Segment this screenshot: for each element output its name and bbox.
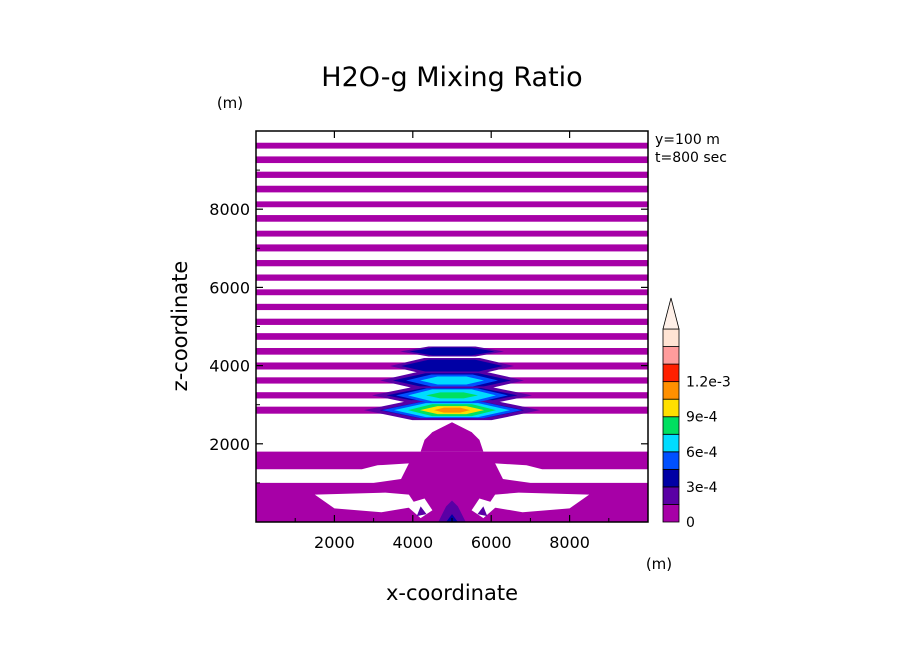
colorbar-tick-label: 9e-4 [686,410,718,426]
annotation-t: t=800 sec [655,150,727,166]
colorbar-tick-label: 0 [686,515,695,531]
colorbar-swatch-7 [662,381,680,400]
surface-spot-left [416,506,427,517]
y-axis-label: z-coordinate [168,261,192,392]
x-tick-label: 6000 [471,533,512,552]
moisture-band-1 [256,156,648,164]
colorbar-swatch-10 [662,328,680,347]
y-unit-label: (m) [217,94,243,112]
colorbar-swatch-8 [662,363,680,383]
dry-gap-left-upper [256,463,409,483]
y-axis: 2000 4000 6000 8000 [209,169,648,484]
colorbar-tick-label: 1.2e-3 [686,375,731,391]
moisture-band-6 [256,230,648,237]
core-band-3620-cyan [420,376,484,385]
core-band-mid-1 [401,359,503,373]
colorbar-swatch-5 [662,416,680,435]
annotation-y: y=100 m [655,132,720,148]
surface-spot-right [477,506,488,517]
colorbar-swatch-1 [662,486,680,505]
colorbar: 0 3e-4 6e-4 9e-4 1.2e-3 [662,297,731,531]
dry-gap-right-lower [487,492,590,513]
colorbar-swatch-9 [662,346,680,365]
y-tick-label: 2000 [209,435,250,454]
moisture-band-10 [256,289,648,296]
y-tick-label: 4000 [209,357,250,376]
moisture-band-4 [256,201,648,208]
moisture-band-13 [256,333,648,340]
moisture-band-0 [256,142,648,149]
core-band-2860-orange [434,407,470,413]
moisture-band-9 [256,274,648,281]
plot-area [256,142,648,522]
mixing-ratio-field [256,142,648,522]
moisture-band-11 [256,303,648,311]
moisture-band-12 [256,318,648,325]
colorbar-swatch-2 [662,468,680,488]
moisture-band-7 [256,244,648,252]
y-tick-label: 8000 [209,200,250,219]
moisture-band-3 [256,185,648,193]
y-tick-label: 6000 [209,278,250,297]
moisture-band-5 [256,215,648,222]
colorbar-swatch-3 [662,451,680,470]
surface-plume [438,500,466,522]
x-tick-label: 8000 [549,533,590,552]
dry-gap-right-upper [495,463,648,483]
dry-gap-left-lower [314,492,417,513]
core-band-3240-green [426,392,478,399]
moisture-band-2 [256,171,648,178]
colorbar-swatch-4 [662,433,680,453]
colorbar-tick-label: 3e-4 [686,480,718,496]
x-axis: 2000 4000 6000 8000 [294,131,610,552]
x-tick-label: 2000 [314,533,355,552]
x-axis-label: x-coordinate [386,581,518,605]
x-unit-label: (m) [646,555,672,573]
thermal-column [420,422,484,452]
chart-title: H2O-g Mixing Ratio [321,62,582,93]
colorbar-extend-arrow [662,297,680,330]
moisture-band-8 [256,260,648,267]
colorbar-swatch-6 [662,398,680,418]
colorbar-swatch-0 [662,504,680,523]
colorbar-tick-label: 6e-4 [686,445,718,461]
x-tick-label: 4000 [392,533,433,552]
core-band-mid-0 [409,347,495,356]
